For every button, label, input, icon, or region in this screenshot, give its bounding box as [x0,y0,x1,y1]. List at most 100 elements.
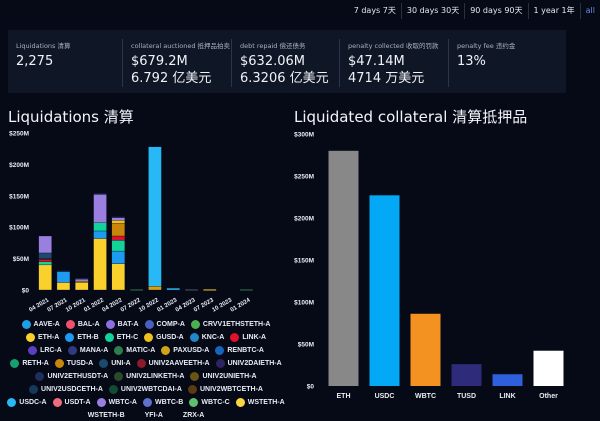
legend-label: BAL-A [77,320,100,328]
legend-swatch-icon [144,332,154,342]
y-tick-label: $100M [294,300,314,307]
legend-swatch-icon [29,384,39,394]
legend-item[interactable]: LINK-A [230,331,266,343]
legend-label: UNIV2LINKETH-A [126,372,185,380]
legend-item[interactable]: WBTC-A [96,396,137,408]
range-30-days[interactable]: 30 days 30天 [400,3,464,19]
legend-item[interactable]: WBTC-B [142,396,183,408]
stacked-bar[interactable] [203,289,217,291]
legend-item[interactable]: UNIV2LINKETH-A [114,370,184,382]
legend-item[interactable]: WSTETH-A [235,396,285,408]
stacked-bar[interactable] [38,235,52,291]
bar-eth[interactable] [328,150,359,386]
legend-item[interactable]: YFI-A [145,409,163,421]
range-1-year[interactable]: 1 year 1年 [527,3,580,19]
legend-item[interactable]: BAL-A [65,318,100,330]
stacked-bar[interactable] [93,193,107,291]
legend-swatch-icon [142,397,152,407]
y-tick-label: $200M [294,216,314,223]
legend-item[interactable]: RETH-A [10,357,49,369]
legend-item[interactable]: ETH-B [65,331,99,343]
legend-swatch-icon [161,345,171,355]
legend-item[interactable]: MATIC-A [114,344,155,356]
liquidations-chart-title: Liquidations 清算 [8,108,134,126]
legend-item[interactable]: PAXUSD-A [161,344,209,356]
bar-other[interactable] [533,350,564,386]
legend-swatch-icon [190,319,200,329]
stat-value: $632.06M 6.3206 亿美元 [240,54,329,86]
range-7-days[interactable]: 7 days 7天 [353,6,396,15]
legend-item[interactable]: UNIV2DAIETH-A [215,357,282,369]
legend-item[interactable]: COMP-A [144,318,185,330]
stacked-bar[interactable] [75,277,89,291]
legend-item[interactable]: MANA-A [67,344,108,356]
legend-item[interactable]: WBTC-C [189,396,230,408]
legend-item[interactable]: LRC-A [28,344,62,356]
legend-label: PAXUSD-A [173,346,210,354]
stats-panel: Liquidations 清算 2,275 collateral auction… [8,30,566,93]
stat-label: penalty fee 违约金 [457,42,516,50]
legend-item[interactable]: UNIV2AAVEETH-A [136,357,210,369]
legend-item[interactable]: KNC-A [189,331,224,343]
collateral-chart: $0 $50M $100M $150M $200M $250M $300M ETH USDC WB… [294,132,564,400]
legend-swatch-icon [187,384,197,394]
legend-label: AAVE-A [33,320,60,328]
legend-label: GUSD-A [156,333,184,341]
legend-item[interactable]: UNIV2UNIETH-A [190,370,257,382]
stacked-bar[interactable] [239,289,254,291]
legend-swatch-icon [52,397,62,407]
legend-item[interactable]: ETH-A [25,331,59,343]
legend-item[interactable]: GUSD-A [144,331,184,343]
legend-item[interactable]: UNIV2WBTCETH-A [187,383,263,395]
legend-item[interactable]: UNIV2ETHUSDT-A [35,370,108,382]
legend-item[interactable]: ETH-C [104,331,138,343]
legend-item[interactable]: RENBTC-A [215,344,264,356]
legend-label: UNIV2WBTCETH-A [199,385,263,393]
stat-penalty-collected: penalty collected 收取的罚款 $47.14M 4714 万美元 [339,39,448,87]
bar-segment-link-a [111,235,125,241]
legend-item[interactable]: USDC-A [7,396,47,408]
legend-swatch-icon [105,319,115,329]
legend-label: ZRX-A [182,411,205,419]
legend-swatch-icon [7,397,17,407]
legend-item[interactable]: UNIV2USDCETH-A [29,383,103,395]
legend-item[interactable]: BAT-A [105,318,139,330]
bar-wbtc[interactable] [410,313,441,386]
bar-segment-uni-a [38,252,52,259]
range-90-days[interactable]: 90 days 90天 [464,3,527,19]
stacked-bar[interactable] [56,270,71,291]
stacked-bar[interactable] [166,287,180,291]
legend-label: UNIV2UNIETH-A [202,372,257,380]
legend-item[interactable]: WSTETH-B [88,409,125,421]
stacked-bar[interactable] [129,289,144,291]
legend-label: UNIV2DAIETH-A [227,359,282,367]
legend-item[interactable]: AAVE-A [21,318,60,330]
legend-label: ETH-B [77,333,99,341]
bar-usdc[interactable] [369,195,400,386]
stacked-bar[interactable] [111,216,125,291]
legend-item[interactable]: TUSD-A [54,357,93,369]
bar-segment-matic-a [239,289,254,291]
bar-segment-eth-b [93,230,107,239]
bar-segment-eth-a [75,282,89,291]
legend-item[interactable]: USDT-A [52,396,91,408]
bar-link[interactable] [492,374,523,386]
legend-item[interactable]: CRVV1ETHSTETH-A [190,318,270,330]
stacked-bar[interactable] [148,146,162,291]
legend-swatch-icon [21,319,31,329]
y-tick-label: $200M [9,162,29,169]
bar-tusd[interactable] [451,364,482,386]
legend-item[interactable]: UNIV2WBTCDAI-A [108,383,182,395]
collateral-chart-title: Liquidated collateral 清算抵押品 [294,108,528,126]
legend-item[interactable]: ZRX-A [183,409,204,421]
legend-item[interactable]: UNI-A [99,357,131,369]
stat-label: penalty collected 收取的罚款 [348,42,439,50]
legend-swatch-icon [67,345,77,355]
stat-penalty-fee: penalty fee 违约金 13% [448,39,558,87]
stacked-bar[interactable] [184,289,199,291]
legend-swatch-icon [215,345,225,355]
legend-label: UNIV2WBTCDAI-A [120,385,182,393]
bar-segment-eth-a [111,263,125,291]
legend-swatch-icon [215,358,225,368]
range-all[interactable]: all [579,3,600,19]
